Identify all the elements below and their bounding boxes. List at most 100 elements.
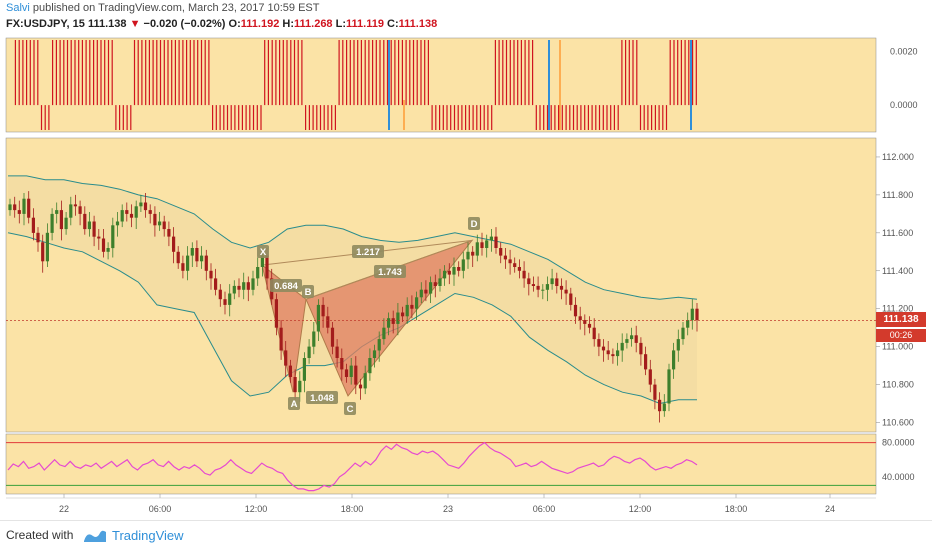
candle-body (634, 335, 638, 343)
candle-body (555, 278, 559, 286)
candle-body (536, 285, 540, 290)
y-tick-label: 112.000 (882, 152, 914, 162)
candle-body (340, 358, 344, 370)
candle-body (204, 255, 208, 271)
bar-countdown-badge: 00:26 (876, 329, 926, 342)
x-tick-label: 22 (59, 504, 69, 514)
candle-body (503, 255, 507, 260)
candle-body (461, 259, 465, 271)
candle-body (363, 373, 367, 389)
candle-body (186, 255, 190, 271)
chart-publish-info: Salvi published on TradingView.com, Marc… (6, 2, 320, 14)
candle-body (45, 232, 49, 262)
candle-body (592, 327, 596, 340)
candle-body (50, 213, 54, 233)
low-value: 111.119 (346, 18, 384, 30)
candle-body (27, 198, 31, 218)
candle-body (545, 284, 549, 290)
candle-body (433, 282, 437, 286)
candle-body (265, 255, 269, 279)
symbol-label: FX:USDJPY, 15 (6, 18, 85, 30)
candle-body (298, 380, 302, 393)
candle-body (106, 248, 110, 252)
candle-body (541, 289, 545, 291)
candle-body (246, 282, 250, 290)
candle-body (302, 358, 306, 381)
ratio-label: 1.743 (378, 267, 402, 278)
candle-body (87, 221, 91, 230)
candle-body (120, 210, 124, 222)
candle-body (625, 339, 629, 343)
candle-body (387, 318, 391, 328)
candle-body (667, 369, 671, 404)
candle-body (55, 210, 59, 214)
candle-body (672, 350, 676, 370)
y-tick-label: 111.200 (882, 304, 913, 314)
candle-body (17, 210, 21, 214)
candle-body (115, 221, 120, 226)
candle-body (597, 339, 601, 347)
last-price-badge: 111.138 (876, 312, 926, 327)
low-label: L: (335, 18, 347, 30)
candle-body (13, 204, 17, 211)
candle-body (690, 308, 694, 321)
rsi-pane: 80.0000 40.0000 (5, 433, 915, 495)
candle-body (214, 278, 218, 290)
candle-body (443, 270, 447, 279)
histogram-signal-lines (388, 40, 692, 130)
candle-body (377, 339, 381, 351)
pattern-labels: X A B C D 0.684 1.048 1.217 1.743 (257, 217, 480, 415)
candle-body (550, 278, 554, 285)
candle-body (573, 304, 578, 317)
open-label: O: (228, 18, 241, 30)
candle-body (447, 270, 451, 275)
candle-body (658, 399, 662, 412)
candle-body (111, 225, 115, 249)
candle-body (349, 365, 353, 377)
tradingview-logo-icon[interactable] (82, 527, 108, 545)
footer: Created with TradingView (0, 520, 932, 551)
candle-body (148, 210, 152, 214)
candle-body (284, 350, 288, 366)
y-tick-label: 111.000 (882, 342, 913, 352)
pattern-point-c-bg (344, 402, 356, 415)
candle-body (405, 304, 409, 317)
candle-body (279, 327, 283, 351)
author-name[interactable]: Salvi (6, 2, 30, 14)
created-with-text: Created with (6, 528, 74, 542)
candle-body (92, 221, 96, 237)
candle-body (662, 403, 666, 412)
candle-body (101, 238, 106, 252)
candle-body (190, 248, 194, 256)
candle-body (195, 248, 199, 262)
ratio-label: 0.684 (274, 281, 298, 292)
histogram-bars (14, 40, 697, 130)
y-tick-label: 40.0000 (882, 472, 915, 482)
candle-body (522, 270, 526, 279)
x-tick-label: 24 (825, 504, 835, 514)
candle-body (452, 267, 456, 275)
candle-body (410, 304, 414, 309)
x-tick-label: 23 (443, 504, 453, 514)
candle-body (344, 369, 349, 377)
x-tick-label: 12:00 (629, 504, 652, 514)
tradingview-brand-link[interactable]: TradingView (112, 528, 184, 543)
candle-body (237, 285, 241, 290)
candle-body (639, 342, 643, 355)
candle-body (143, 202, 148, 211)
ratio-label-bg (270, 279, 302, 292)
candle-body (69, 204, 73, 218)
ratio-label: 1.048 (310, 393, 334, 404)
candle-body (256, 267, 260, 279)
pattern-point-x-bg (257, 245, 269, 258)
candle-body (139, 202, 143, 207)
candle-body (648, 369, 652, 385)
y-tick-label: 0.0000 (890, 100, 918, 110)
candle-body (587, 323, 592, 328)
candle-body (471, 251, 475, 256)
x-tick-label: 06:00 (533, 504, 556, 514)
change-value: −0.020 (−0.02%) (143, 18, 226, 30)
time-x-axis: 22 06:00 12:00 18:00 23 06:00 12:00 18:00 24 (6, 494, 876, 514)
candle-body (583, 320, 587, 324)
pattern-point-b: B (305, 287, 312, 298)
